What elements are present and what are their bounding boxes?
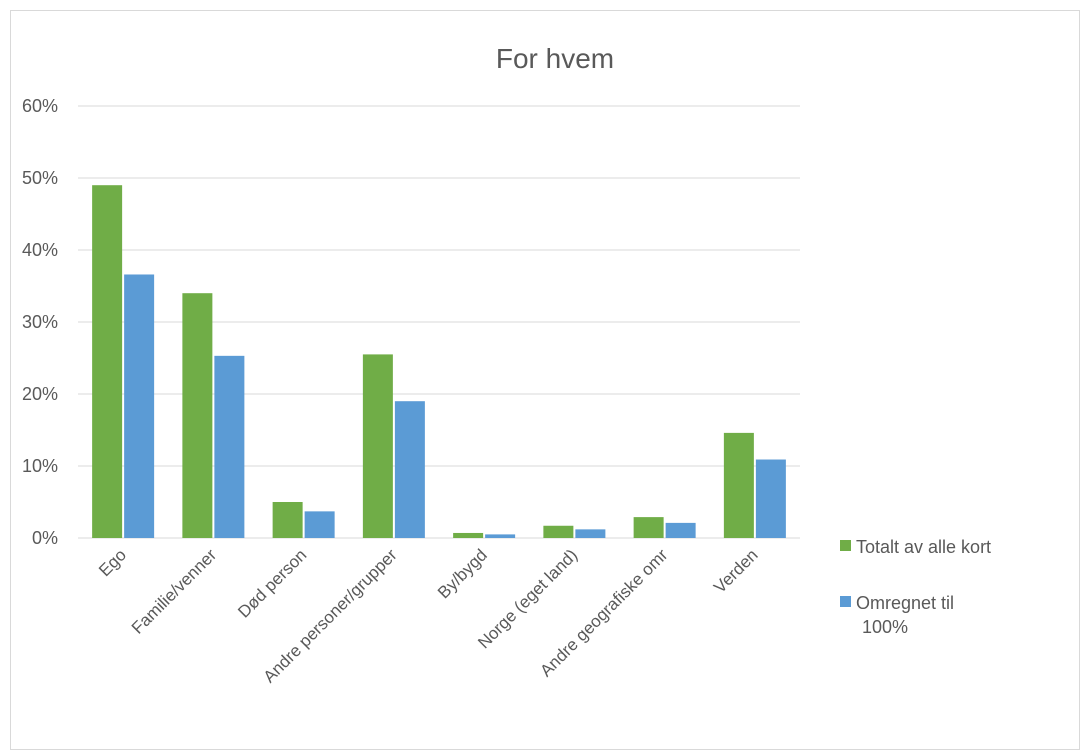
- bar-totalt-3: [362, 354, 393, 538]
- bar-totalt-1: [182, 293, 213, 538]
- bar-omregnet-4: [485, 534, 516, 538]
- bar-omregnet-3: [394, 401, 425, 538]
- bar-totalt-6: [633, 517, 664, 538]
- bar-omregnet-5: [575, 529, 606, 538]
- bars: [92, 185, 786, 538]
- bar-totalt-2: [272, 502, 303, 538]
- x-category-label: Død person: [234, 545, 310, 621]
- legend-swatch-totalt: [840, 540, 851, 551]
- bar-totalt-0: [92, 185, 123, 538]
- legend-label-totalt: Totalt av alle kort: [856, 537, 991, 557]
- bar-totalt-4: [453, 532, 484, 538]
- bar-totalt-7: [723, 432, 754, 538]
- legend-label-omregnet: Omregnet til 100%: [856, 593, 954, 637]
- x-category-label: Ego: [95, 545, 130, 580]
- y-tick-label: 30%: [22, 312, 58, 332]
- bar-omregnet-2: [304, 511, 335, 538]
- bar-omregnet-1: [214, 355, 245, 538]
- y-axis-ticks: 0% 10% 20% 30% 40% 50% 60%: [22, 96, 58, 548]
- y-tick-label: 20%: [22, 384, 58, 404]
- y-tick-label: 50%: [22, 168, 58, 188]
- bar-totalt-5: [543, 525, 574, 538]
- legend-swatch-omregnet: [840, 596, 851, 607]
- x-category-label: By/bygd: [434, 545, 491, 602]
- x-category-label: Familie/venner: [128, 545, 221, 638]
- x-category-label: Norge (eget land): [474, 545, 581, 652]
- y-tick-label: 0%: [32, 528, 58, 548]
- bar-omregnet-6: [665, 522, 696, 538]
- y-tick-label: 40%: [22, 240, 58, 260]
- y-tick-label: 60%: [22, 96, 58, 116]
- bar-omregnet-0: [124, 274, 155, 538]
- x-category-label: Verden: [710, 545, 762, 597]
- y-tick-label: 10%: [22, 456, 58, 476]
- chart-title: For hvem: [496, 43, 614, 74]
- bar-omregnet-7: [755, 459, 786, 538]
- legend: Totalt av alle kort Omregnet til 100%: [840, 537, 991, 637]
